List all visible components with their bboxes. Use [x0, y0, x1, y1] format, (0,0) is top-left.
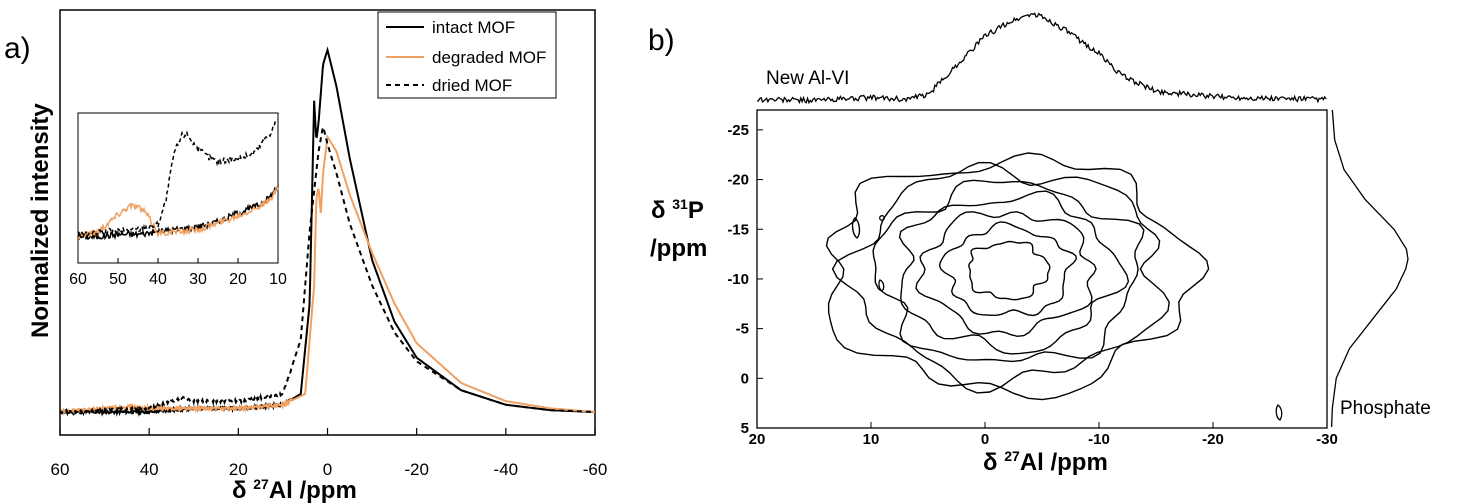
- legend-label-intact: intact MOF: [432, 18, 515, 37]
- panel-a: a) 60 40 20 0 -20 -40 -60 Normalized intensity…: [4, 9, 608, 503]
- contour-line-level-5: [915, 211, 1097, 338]
- top-projection-label: New Al-VI: [766, 68, 849, 89]
- inset-tick-label: 50: [109, 271, 127, 288]
- inset-tick-label: 30: [189, 271, 207, 288]
- legend-label-dried: dried MOF: [432, 76, 512, 95]
- x-ticks-b: 20 10 0 -10 -20 -30: [749, 422, 1338, 448]
- inset-series-group: [77, 119, 279, 241]
- y-tick-label-b: 5: [741, 420, 749, 437]
- y-ticks-b: -25 -20 -15 -10 -5 0 5: [727, 122, 763, 437]
- series-line-dried: [59, 125, 596, 417]
- x-axis-title-a: δ 27Al /ppm: [232, 476, 357, 503]
- x-axis-title-b: δ 27Al /ppm: [983, 448, 1108, 476]
- y-axis-title-b-sup: 31: [672, 196, 688, 212]
- inset-frame: [77, 112, 279, 264]
- x-tick-label-a: 0: [323, 460, 332, 479]
- top-projection-trace: [756, 12, 1327, 105]
- inset-a: 60 50 40 30 20 10: [69, 112, 287, 288]
- x-axis-title-b-prefix: δ: [983, 449, 1004, 476]
- contour-line-level-1: [825, 152, 1210, 401]
- x-axis-title-b-main: Al /ppm: [1020, 449, 1108, 476]
- x-tick-label-b: -20: [1202, 431, 1224, 448]
- contour-noise-group: [851, 215, 1283, 421]
- y-tick-label-b: -15: [727, 221, 749, 238]
- y-tick-label-b: -20: [727, 172, 749, 189]
- y-tick-label-b: -5: [736, 321, 749, 338]
- inset-tick-label: 40: [149, 271, 167, 288]
- x-tick-label-a: 20: [229, 460, 248, 479]
- x-tick-label-b: -30: [1316, 431, 1338, 448]
- contour-line-level-7: [968, 240, 1051, 301]
- legend-label-degraded: degraded MOF: [432, 48, 546, 67]
- contour-noise-2: [879, 215, 885, 221]
- contour-noise-4: [1275, 404, 1283, 421]
- y-axis-title-b-main: P: [688, 197, 704, 224]
- x-tick-label-a: 40: [140, 460, 159, 479]
- contour-group: [825, 152, 1210, 401]
- x-ticks-a: 60 40 20 0 -20 -40 -60: [51, 428, 608, 479]
- x-tick-label-a: -40: [494, 460, 519, 479]
- y-axis-title-b-line1: δ 31P: [651, 196, 704, 224]
- right-projection-label: Phosphate: [1340, 398, 1431, 419]
- inset-tick-label: 20: [229, 271, 247, 288]
- x-tick-label-b: 20: [749, 431, 766, 448]
- contour-line-level-4: [898, 190, 1130, 355]
- plot-frame-b: [756, 109, 1328, 429]
- y-tick-label-b: 0: [741, 370, 749, 387]
- y-tick-label-b: -10: [727, 271, 749, 288]
- inset-line-dried: [77, 119, 279, 239]
- contour-line-level-6: [938, 221, 1077, 317]
- inset-x-ticks: 60 50 40 30 20 10: [69, 258, 287, 288]
- panel-b-label: b): [648, 24, 675, 57]
- x-tick-label-b: 0: [981, 431, 989, 448]
- x-tick-label-a: -20: [404, 460, 429, 479]
- contour-line-level-2: [831, 161, 1170, 394]
- y-axis-title-b-prefix: δ: [651, 197, 672, 224]
- y-tick-label-b: -25: [727, 122, 749, 139]
- x-axis-title-a-sup: 27: [253, 476, 269, 492]
- legend-a: intact MOF degraded MOF dried MOF: [377, 11, 557, 99]
- inset-tick-label: 60: [69, 271, 87, 288]
- right-projection-trace: [1330, 109, 1409, 427]
- series-group-a: [59, 46, 596, 417]
- y-axis-title-a: Normalized intensity: [27, 103, 54, 338]
- x-axis-title-a-main: Al /ppm: [269, 477, 357, 503]
- x-tick-label-b: -10: [1088, 431, 1110, 448]
- x-tick-label-a: -60: [583, 460, 608, 479]
- contour-noise-3: [878, 279, 885, 292]
- panel-b: b) New Al-VI Phosphate 20 10 0 -10 -20 -30 -2…: [648, 12, 1431, 476]
- inset-line-degraded: [77, 185, 279, 241]
- x-tick-label-a: 60: [51, 460, 70, 479]
- panel-a-label: a): [4, 32, 31, 65]
- inset-line-intact: [77, 186, 279, 241]
- x-axis-title-a-prefix: δ: [232, 477, 253, 503]
- contour-line-level-3: [872, 179, 1145, 363]
- contour-noise-1: [851, 217, 861, 239]
- y-axis-title-b-line2: /ppm: [650, 235, 707, 262]
- x-axis-title-b-sup: 27: [1004, 448, 1020, 464]
- inset-tick-label: 10: [269, 271, 287, 288]
- x-tick-label-b: 10: [863, 431, 880, 448]
